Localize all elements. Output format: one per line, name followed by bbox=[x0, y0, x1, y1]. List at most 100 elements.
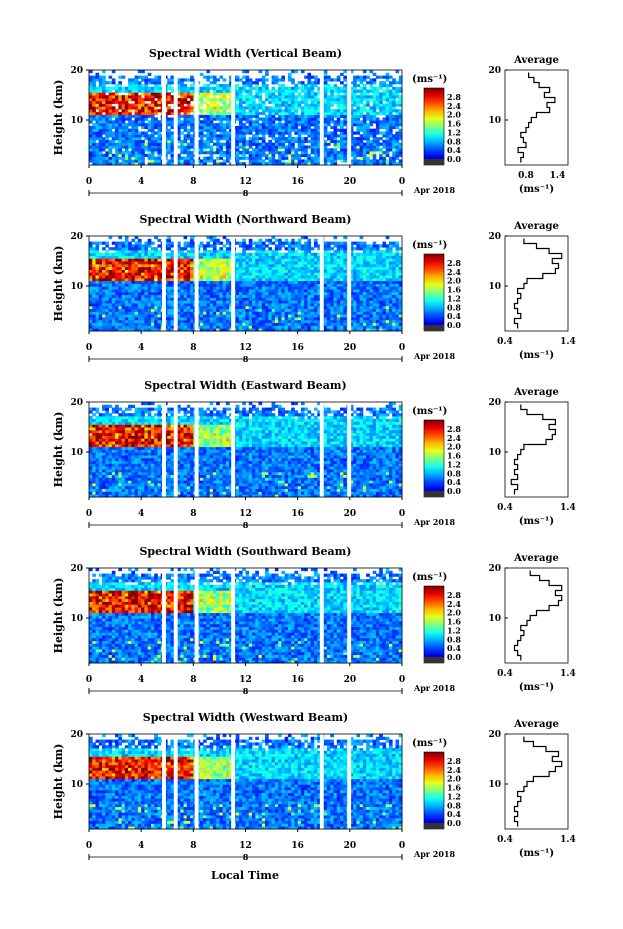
heatmap-cell bbox=[147, 328, 152, 332]
heatmap-cell bbox=[98, 117, 103, 121]
heatmap-cell bbox=[385, 131, 390, 135]
heatmap-cell bbox=[180, 114, 184, 118]
heatmap-cell bbox=[98, 303, 103, 307]
heatmap-cell bbox=[222, 283, 227, 287]
heatmap-cell bbox=[353, 139, 357, 144]
heatmap-cell bbox=[92, 86, 96, 90]
colorbar-tick-label: 0.0 bbox=[447, 154, 461, 164]
heatmap-cell bbox=[284, 137, 289, 141]
heatmap-cell bbox=[287, 162, 292, 166]
heatmap-cell bbox=[392, 134, 396, 138]
heatmap-cell bbox=[261, 78, 266, 82]
heatmap-cell bbox=[375, 289, 380, 293]
heatmap-cell bbox=[134, 142, 139, 146]
heatmap-cell bbox=[102, 139, 106, 144]
heatmap-cell bbox=[92, 280, 96, 284]
heatmap-cell bbox=[131, 280, 136, 284]
heatmap-cell bbox=[310, 142, 315, 146]
heatmap-cell bbox=[281, 156, 286, 160]
heatmap-cell bbox=[287, 109, 292, 113]
heatmap-cell bbox=[372, 153, 377, 158]
heatmap-cell bbox=[340, 303, 344, 307]
heatmap-cell bbox=[199, 125, 204, 130]
heatmap-cell bbox=[287, 137, 292, 141]
heatmap-cell bbox=[199, 92, 204, 96]
heatmap-cell bbox=[147, 81, 152, 85]
heatmap-cell bbox=[154, 81, 158, 85]
heatmap-cell bbox=[157, 128, 162, 132]
heatmap-cell bbox=[219, 131, 224, 135]
heatmap-cell bbox=[235, 280, 240, 284]
heatmap-cell bbox=[287, 283, 292, 287]
heatmap-cell bbox=[242, 294, 246, 298]
heatmap-cell bbox=[382, 106, 387, 110]
heatmap-cell bbox=[359, 151, 364, 155]
heatmap-cell bbox=[362, 269, 367, 273]
heatmap-cell bbox=[105, 300, 109, 304]
heatmap-cell bbox=[359, 286, 364, 290]
heatmap-cell bbox=[379, 322, 383, 326]
heatmap-cell bbox=[349, 319, 354, 324]
heatmap-cell bbox=[398, 162, 403, 166]
heatmap-cell bbox=[369, 289, 374, 293]
heatmap-cell bbox=[340, 128, 344, 132]
heatmap-cell bbox=[284, 148, 289, 152]
heatmap-cell bbox=[369, 311, 374, 315]
heatmap-cell bbox=[111, 283, 116, 287]
heatmap-cell bbox=[134, 162, 139, 166]
heatmap-cell bbox=[121, 131, 126, 135]
heatmap-cell bbox=[310, 114, 315, 118]
heatmap-cell bbox=[216, 325, 220, 329]
heatmap-cell bbox=[278, 319, 282, 324]
heatmap-cell bbox=[167, 95, 171, 99]
heatmap-cell bbox=[186, 317, 191, 321]
heatmap-cell bbox=[362, 70, 367, 74]
heatmap-cell bbox=[206, 325, 211, 329]
heatmap-cell bbox=[177, 100, 181, 104]
heatmap-cell bbox=[89, 111, 93, 116]
heatmap-cell bbox=[144, 153, 149, 158]
heatmap-cell bbox=[252, 289, 256, 293]
heatmap-cell bbox=[115, 159, 119, 163]
heatmap-cell bbox=[307, 300, 312, 304]
heatmap-cell bbox=[284, 97, 289, 102]
heatmap-cell bbox=[95, 134, 100, 138]
heatmap-cell bbox=[336, 300, 341, 304]
heatmap-cell bbox=[144, 317, 149, 321]
heatmap-cell bbox=[238, 86, 243, 90]
heatmap-cell bbox=[154, 280, 158, 284]
heatmap-cell bbox=[349, 131, 354, 135]
heatmap-cell bbox=[206, 289, 211, 293]
heatmap-cell bbox=[238, 95, 243, 99]
heatmap-cell bbox=[137, 162, 142, 166]
heatmap-cell bbox=[297, 305, 302, 310]
heatmap-cell bbox=[186, 153, 191, 158]
heatmap-cell bbox=[359, 291, 364, 296]
heatmap-cell bbox=[108, 95, 113, 99]
heatmap-cell bbox=[157, 139, 162, 144]
heatmap-cell bbox=[98, 156, 103, 160]
heatmap-cell bbox=[330, 275, 334, 279]
heatmap-cell bbox=[98, 263, 103, 268]
heatmap-cell bbox=[157, 325, 162, 329]
heatmap-cell bbox=[356, 97, 361, 102]
heatmap-cell bbox=[89, 322, 93, 326]
heatmap-cell bbox=[304, 325, 308, 329]
heatmap-cell bbox=[356, 266, 361, 270]
heatmap-cell bbox=[300, 277, 305, 282]
heatmap-cell bbox=[144, 277, 149, 282]
heatmap-cell bbox=[128, 266, 132, 270]
heatmap-cell bbox=[278, 162, 282, 166]
heatmap-cell bbox=[229, 269, 233, 273]
heatmap-cell bbox=[362, 125, 367, 130]
heatmap-cell bbox=[294, 70, 299, 74]
heatmap-cell bbox=[265, 125, 269, 130]
heatmap-cell bbox=[258, 162, 263, 166]
heatmap-cell bbox=[154, 162, 158, 166]
heatmap-cell bbox=[183, 300, 188, 304]
heatmap-cell bbox=[102, 97, 106, 102]
heatmap-cell bbox=[157, 134, 162, 138]
heatmap-cell bbox=[291, 106, 295, 110]
heatmap-cell bbox=[362, 314, 367, 318]
heatmap-cell bbox=[134, 317, 139, 321]
